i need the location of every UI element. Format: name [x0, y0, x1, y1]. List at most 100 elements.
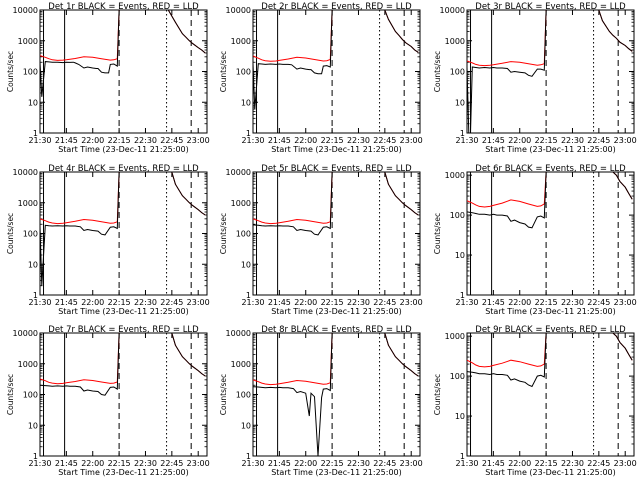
x-tick-label: 22:15 — [535, 298, 558, 307]
x-tick-label: 23:00 — [614, 459, 637, 468]
x-tick-label: 22:45 — [373, 136, 396, 145]
x-tick-label: 23:00 — [400, 459, 423, 468]
series-line-events — [253, 333, 419, 456]
x-axis-label: Start Time (23-Dec-11 21:25:00) — [58, 468, 189, 477]
y-tick-label: 1000 — [18, 199, 38, 208]
x-axis-label: Start Time (23-Dec-11 21:25:00) — [271, 145, 402, 154]
x-tick-label: 22:00 — [81, 298, 104, 307]
series-line-events — [253, 172, 419, 236]
y-tick-label: 100 — [23, 391, 38, 400]
y-tick-label: 100 — [450, 211, 465, 220]
y-axis-label: Counts/sec — [433, 51, 442, 92]
x-tick-label: 21:45 — [482, 298, 505, 307]
x-tick-label: 22:30 — [347, 459, 370, 468]
y-tick-label: 10 — [241, 98, 251, 107]
y-axis-label: Counts/sec — [433, 374, 442, 415]
y-tick-label: 100 — [23, 68, 38, 77]
y-tick-label: 10 — [241, 421, 251, 430]
y-tick-label: 10000 — [440, 6, 465, 15]
chart-panel-5: Det 5r BLACK = Events, RED = LLD 1 10 100 10… — [219, 164, 423, 316]
x-tick-label: 22:30 — [561, 136, 584, 145]
y-tick-label: 1 — [33, 291, 38, 300]
y-tick-label: 1000 — [445, 171, 465, 180]
x-tick-label: 23:00 — [400, 298, 423, 307]
x-tick-label: 22:15 — [321, 459, 344, 468]
x-tick-label: 21:30 — [455, 459, 478, 468]
chart-title: Det 4r BLACK = Events, RED = LLD — [48, 164, 199, 174]
x-tick-label: 22:00 — [508, 459, 531, 468]
y-tick-label: 100 — [450, 68, 465, 77]
x-tick-label: 22:15 — [321, 136, 344, 145]
x-tick-label: 23:00 — [614, 136, 637, 145]
x-axis-label: Start Time (23-Dec-11 21:25:00) — [271, 468, 402, 477]
y-tick-label: 1 — [246, 129, 251, 138]
chart-title: Det 7r BLACK = Events, RED = LLD — [48, 325, 199, 335]
y-tick-label: 1 — [460, 129, 465, 138]
x-tick-label: 23:00 — [614, 298, 637, 307]
y-axis-label: Counts/sec — [219, 51, 228, 92]
chart-panel-6: Det 6r BLACK = Events, RED = LLD 1 10 100 10… — [433, 164, 637, 316]
x-tick-label: 21:30 — [28, 298, 51, 307]
y-tick-label: 1 — [246, 291, 251, 300]
x-tick-label: 21:45 — [55, 298, 78, 307]
series-line-events — [467, 172, 633, 229]
y-tick-label: 10000 — [226, 6, 251, 15]
chart-panel-2: Det 2r BLACK = Events, RED = LLD 1 10 100 10… — [219, 2, 423, 154]
x-tick-label: 22:45 — [373, 459, 396, 468]
chart-title: Det 1r BLACK = Events, RED = LLD — [48, 2, 199, 12]
x-tick-label: 21:30 — [28, 459, 51, 468]
x-tick-label: 21:45 — [268, 298, 291, 307]
x-tick-label: 21:30 — [455, 136, 478, 145]
y-tick-label: 1000 — [18, 37, 38, 46]
x-tick-label: 22:45 — [587, 298, 610, 307]
x-tick-label: 22:15 — [535, 136, 558, 145]
x-tick-label: 23:00 — [187, 298, 210, 307]
series-line-events — [40, 172, 206, 286]
y-tick-label: 1000 — [231, 199, 251, 208]
y-tick-label: 1 — [246, 452, 251, 461]
x-tick-label: 21:45 — [268, 459, 291, 468]
y-tick-label: 10 — [455, 251, 465, 260]
y-tick-label: 10000 — [13, 6, 38, 15]
y-tick-label: 1 — [460, 291, 465, 300]
x-tick-label: 22:30 — [561, 298, 584, 307]
x-tick-label: 21:30 — [241, 298, 264, 307]
chart-panel-4: Det 4r BLACK = Events, RED = LLD 1 10 100 10… — [6, 164, 210, 316]
x-tick-label: 22:45 — [587, 459, 610, 468]
x-tick-label: 22:45 — [160, 298, 183, 307]
y-tick-label: 100 — [23, 230, 38, 239]
y-tick-label: 10 — [241, 260, 251, 269]
x-tick-label: 22:45 — [587, 136, 610, 145]
x-tick-label: 22:30 — [134, 136, 157, 145]
y-tick-label: 1000 — [231, 360, 251, 369]
y-axis-label: Counts/sec — [6, 51, 15, 92]
x-tick-label: 23:00 — [187, 459, 210, 468]
x-tick-label: 23:00 — [187, 136, 210, 145]
x-tick-label: 22:00 — [508, 298, 531, 307]
y-tick-label: 100 — [236, 230, 251, 239]
chart-title: Det 5r BLACK = Events, RED = LLD — [261, 164, 412, 174]
x-tick-label: 21:30 — [241, 136, 264, 145]
y-tick-label: 10000 — [226, 168, 251, 177]
y-tick-label: 10000 — [13, 168, 38, 177]
series-line-events — [467, 333, 633, 388]
x-tick-label: 22:45 — [373, 298, 396, 307]
y-tick-label: 10000 — [13, 329, 38, 338]
chart-title: Det 8r BLACK = Events, RED = LLD — [261, 325, 412, 335]
x-tick-label: 22:30 — [134, 459, 157, 468]
x-tick-label: 21:45 — [55, 459, 78, 468]
y-tick-label: 100 — [236, 68, 251, 77]
series-line-events — [467, 10, 633, 133]
x-tick-label: 22:15 — [108, 136, 131, 145]
chart-title: Det 3r BLACK = Events, RED = LLD — [475, 2, 626, 12]
y-tick-label: 1000 — [445, 37, 465, 46]
series-line-events — [40, 10, 206, 97]
y-tick-label: 10 — [28, 260, 38, 269]
y-tick-label: 1 — [33, 452, 38, 461]
y-tick-label: 10 — [28, 421, 38, 430]
y-tick-label: 1000 — [18, 360, 38, 369]
x-tick-label: 22:00 — [508, 136, 531, 145]
x-tick-label: 22:15 — [108, 459, 131, 468]
x-axis-label: Start Time (23-Dec-11 21:25:00) — [485, 307, 616, 316]
